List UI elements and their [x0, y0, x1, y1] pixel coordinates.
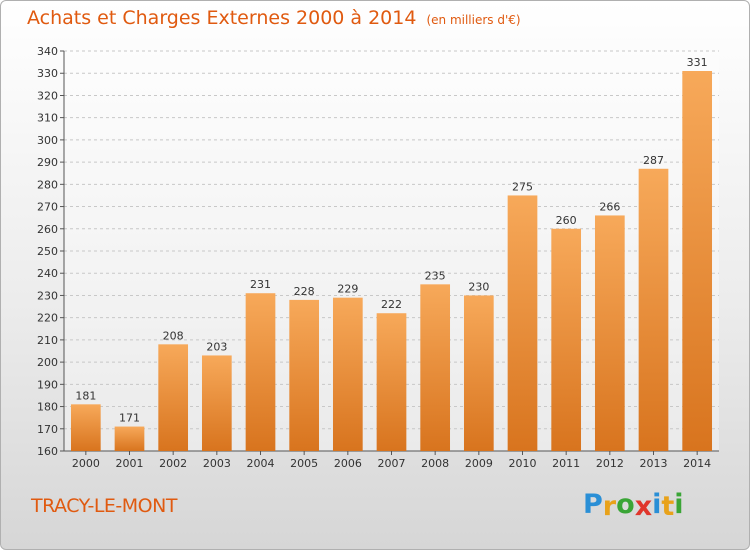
bar-value-label: 203 — [206, 340, 227, 353]
logo-letter: i — [652, 489, 662, 520]
bar — [289, 299, 320, 451]
bar-value-label: 181 — [75, 389, 96, 402]
x-tick-label: 2008 — [421, 457, 449, 470]
y-tick-label: 300 — [37, 134, 58, 147]
x-tick-label: 2003 — [203, 457, 231, 470]
y-tick-label: 290 — [37, 156, 58, 169]
bar — [682, 71, 713, 451]
y-tick-label: 280 — [37, 178, 58, 191]
x-tick-label: 2012 — [596, 457, 624, 470]
bar-value-label: 331 — [687, 56, 708, 69]
bar — [638, 168, 669, 451]
bar-value-label: 260 — [556, 214, 577, 227]
y-tick-label: 260 — [37, 223, 58, 236]
x-tick-label: 2000 — [72, 457, 100, 470]
bar-value-label: 230 — [468, 280, 489, 293]
bar — [507, 195, 538, 451]
y-tick-label: 320 — [37, 89, 58, 102]
y-tick-label: 190 — [37, 378, 58, 391]
bar-value-label: 266 — [599, 200, 620, 213]
bar — [158, 344, 189, 451]
logo-letter: P — [583, 489, 603, 520]
x-tick-label: 2013 — [640, 457, 668, 470]
chart-subtitle: (en milliers d'€) — [426, 13, 521, 27]
logo-letter: i — [674, 489, 684, 520]
bar-value-label: 287 — [643, 154, 664, 167]
bar — [420, 284, 451, 451]
logo-letter: t — [661, 491, 675, 522]
bar-value-label: 231 — [250, 278, 271, 291]
y-tick-label: 210 — [37, 334, 58, 347]
y-tick-label: 220 — [37, 312, 58, 325]
bar — [594, 215, 625, 451]
location-label: TRACY-LE-MONT — [31, 495, 177, 517]
y-tick-label: 170 — [37, 423, 58, 436]
y-tick-label: 270 — [37, 201, 58, 214]
chart-title: Achats et Charges Externes 2000 à 2014 — [27, 7, 417, 29]
x-tick-label: 2007 — [378, 457, 406, 470]
logo-letter: r — [602, 491, 617, 522]
bar-value-label: 229 — [337, 283, 358, 296]
bar — [114, 426, 145, 451]
bar — [70, 404, 101, 451]
x-tick-label: 2011 — [552, 457, 580, 470]
brand-logo: Proxiti — [583, 489, 684, 522]
x-tick-label: 2010 — [509, 457, 537, 470]
bar — [376, 313, 407, 451]
bar-value-label: 235 — [425, 269, 446, 282]
y-tick-label: 240 — [37, 267, 58, 280]
y-tick-label: 230 — [37, 289, 58, 302]
x-tick-label: 2001 — [116, 457, 144, 470]
bar — [551, 228, 582, 451]
bar — [332, 297, 363, 451]
x-tick-label: 2006 — [334, 457, 362, 470]
x-tick-label: 2014 — [683, 457, 711, 470]
x-tick-label: 2009 — [465, 457, 493, 470]
chart-title-block: Achats et Charges Externes 2000 à 2014 (e… — [27, 7, 521, 29]
y-tick-label: 160 — [37, 445, 58, 458]
y-tick-label: 200 — [37, 356, 58, 369]
x-tick-label: 2005 — [290, 457, 318, 470]
bar — [201, 355, 232, 451]
x-tick-label: 2002 — [159, 457, 187, 470]
bar — [463, 295, 494, 451]
y-tick-label: 330 — [37, 67, 58, 80]
bar-value-label: 222 — [381, 298, 402, 311]
logo-letter: x — [634, 491, 653, 522]
bar-value-label: 228 — [294, 285, 315, 298]
x-tick-label: 2004 — [247, 457, 275, 470]
y-tick-label: 310 — [37, 112, 58, 125]
bar-value-label: 171 — [119, 412, 140, 425]
bar — [245, 293, 276, 451]
y-tick-label: 250 — [37, 245, 58, 258]
bar-value-label: 208 — [163, 329, 184, 342]
logo-letter: o — [616, 489, 635, 520]
y-tick-label: 340 — [37, 45, 58, 58]
y-tick-label: 180 — [37, 401, 58, 414]
bar-value-label: 275 — [512, 180, 533, 193]
